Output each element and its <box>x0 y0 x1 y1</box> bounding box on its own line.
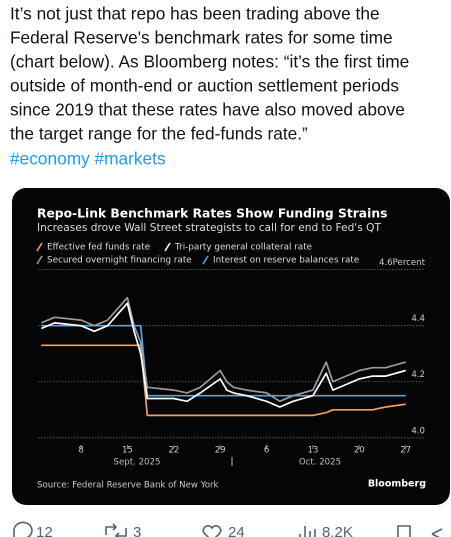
legend-swatch <box>164 242 171 252</box>
source: Source: Federal Reserve Bank of New York <box>37 481 219 491</box>
y-tick-label: 4.0 <box>411 426 425 436</box>
y-tick-label: 4.2 <box>411 370 425 380</box>
repost-icon[interactable] <box>105 523 127 537</box>
y-tick-label: 4.4 <box>411 314 425 324</box>
x-tick-label: 8 <box>78 446 83 456</box>
repost-count: 3 <box>133 524 141 537</box>
chart-subtitle: Increases drove Wall Street strategists … <box>37 222 381 234</box>
x-tick-label: 29 <box>215 446 226 456</box>
tweet-text: the target range for the fed-funds rate.… <box>10 124 308 144</box>
legend-swatch <box>202 255 209 265</box>
x-tick-label: 13 <box>307 446 318 456</box>
legend-label: Tri-party general collateral rate <box>174 243 312 253</box>
tweet-text: Federal Reserve's benchmark rates for so… <box>10 28 393 48</box>
like-count: 24 <box>228 524 245 537</box>
x-group-label: Sept. 2025 <box>114 458 161 468</box>
x-tick-label: 22 <box>168 446 179 456</box>
legend-label: Secured overnight financing rate <box>47 256 192 266</box>
x-tick-label: 27 <box>400 446 411 456</box>
bookmark-icon[interactable] <box>397 525 411 537</box>
view-count: 8.2K <box>322 524 353 537</box>
chart-title: Repo-Link Benchmark Rates Show Funding S… <box>37 207 387 221</box>
x-group-label: Oct. 2025 <box>299 458 341 468</box>
legend-label: Effective fed funds rate <box>47 243 150 253</box>
series-line <box>41 324 406 397</box>
chart-card[interactable] <box>12 188 450 505</box>
tweet-text: outside of month-end or auction settleme… <box>10 76 399 96</box>
action-icons <box>13 521 443 537</box>
y-tick-label: 4.6Percent <box>379 258 426 268</box>
series-line <box>40 302 406 408</box>
like-icon[interactable] <box>202 524 222 537</box>
x-tick-label: 6 <box>264 446 269 456</box>
reply-count: 12 <box>36 524 53 537</box>
tweet-text: (chart below). As Bloomberg notes: “it’s… <box>10 52 409 72</box>
series-line <box>41 344 406 417</box>
views-icon[interactable] <box>299 526 316 537</box>
x-tick-label: 20 <box>354 446 365 456</box>
tweet-text: since 2019 that these rates have also mo… <box>10 100 405 120</box>
x-tick-label: 15 <box>122 446 133 456</box>
share-icon[interactable] <box>431 528 443 537</box>
brand: Bloomberg <box>368 479 426 490</box>
legend-swatch <box>36 242 43 252</box>
tweet-text: It’s not just that repo has been trading… <box>10 4 380 24</box>
legend-swatch <box>36 255 43 265</box>
hashtags[interactable]: #economy #markets <box>10 149 166 169</box>
series-line <box>40 296 406 403</box>
reply-icon[interactable] <box>13 521 33 537</box>
legend-label: Interest on reserve balances rate <box>213 256 359 266</box>
